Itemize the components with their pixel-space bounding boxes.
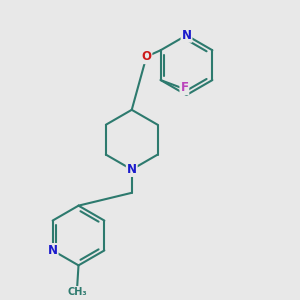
Text: F: F	[180, 81, 188, 94]
Text: CH₃: CH₃	[68, 286, 87, 296]
Text: N: N	[48, 244, 58, 257]
Text: O: O	[141, 50, 152, 63]
Text: N: N	[127, 163, 137, 176]
Text: N: N	[182, 29, 191, 42]
